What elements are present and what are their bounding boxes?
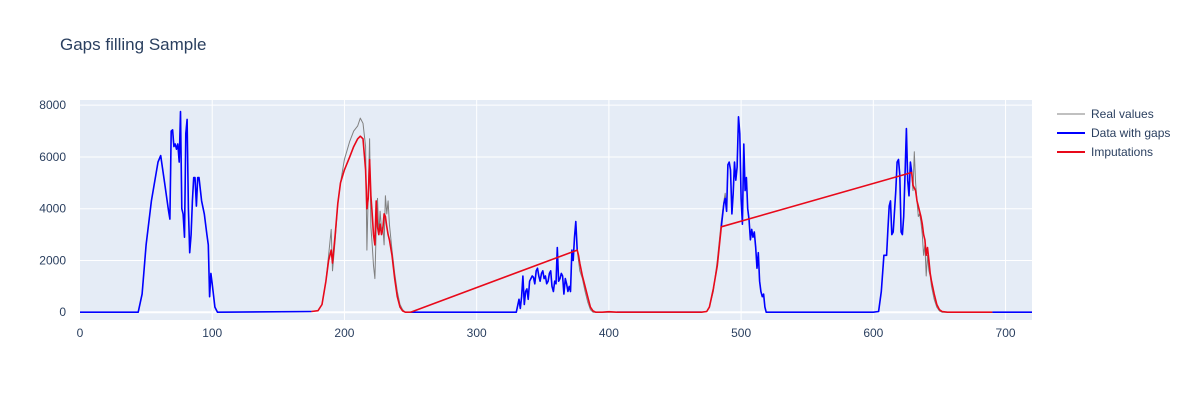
legend-label-data-with-gaps: Data with gaps bbox=[1091, 126, 1170, 140]
series-line-imputations bbox=[311, 135, 993, 313]
chart-title: Gaps filling Sample bbox=[60, 35, 206, 54]
series-line-data-with-gaps bbox=[410, 220, 578, 313]
traces bbox=[80, 110, 1032, 313]
legend-label-real-values: Real values bbox=[1091, 107, 1154, 121]
y-tick-label: 0 bbox=[59, 305, 66, 319]
series-line-data-with-gaps bbox=[80, 110, 312, 313]
series-line-data-with-gaps bbox=[720, 116, 913, 313]
x-tick-label: 200 bbox=[334, 326, 354, 340]
axes: 0 100 200 300 400 500 600 700 0 2000 4000 6000 8000 bbox=[39, 98, 1016, 340]
y-tick-label: 6000 bbox=[39, 150, 66, 164]
legend-label-imputations: Imputations bbox=[1091, 145, 1153, 159]
x-tick-label: 700 bbox=[996, 326, 1016, 340]
legend[interactable]: Real values Data with gaps Imputations bbox=[1057, 107, 1170, 159]
y-tick-label: 8000 bbox=[39, 98, 66, 112]
y-tick-label: 2000 bbox=[39, 253, 66, 267]
x-tick-label: 300 bbox=[467, 326, 487, 340]
x-tick-label: 100 bbox=[202, 326, 222, 340]
x-tick-label: 0 bbox=[77, 326, 84, 340]
y-tick-label: 4000 bbox=[39, 202, 66, 216]
x-tick-label: 400 bbox=[599, 326, 619, 340]
x-tick-label: 500 bbox=[731, 326, 751, 340]
x-tick-label: 600 bbox=[863, 326, 883, 340]
